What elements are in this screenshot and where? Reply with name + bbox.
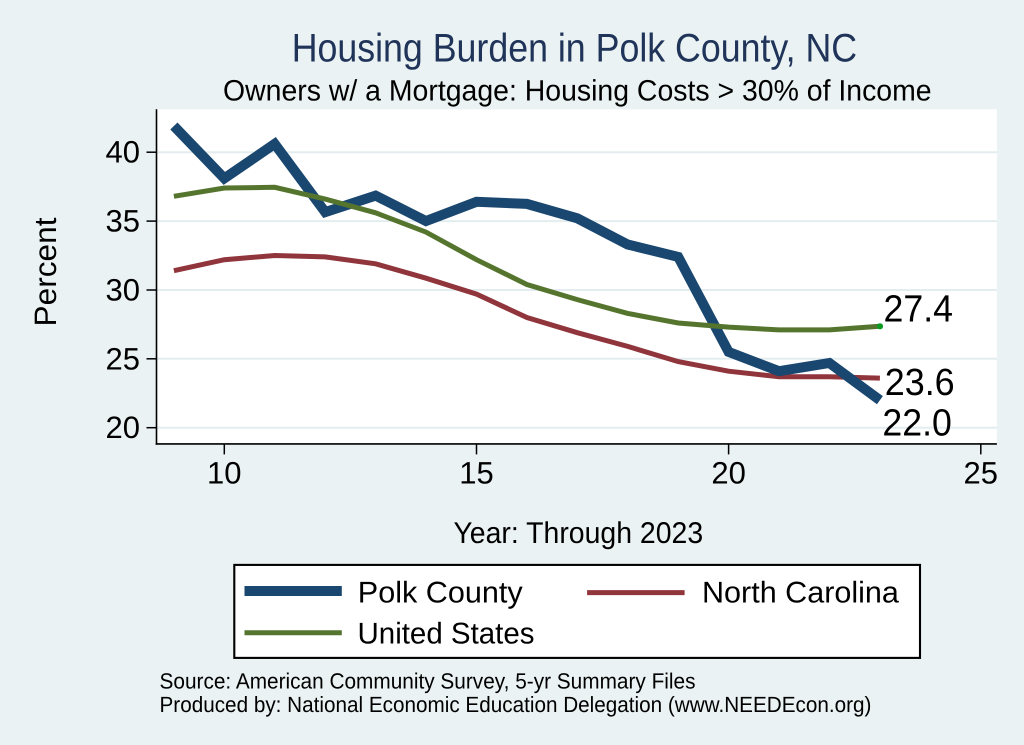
- svg-text:22.0: 22.0: [882, 402, 952, 444]
- svg-text:Source: American Community Sur: Source: American Community Survey, 5-yr …: [160, 668, 696, 693]
- svg-text:North Carolina: North Carolina: [702, 577, 899, 610]
- svg-text:40: 40: [106, 135, 140, 170]
- svg-text:25: 25: [106, 341, 140, 376]
- svg-text:Polk County: Polk County: [358, 577, 523, 610]
- svg-text:Owners w/ a Mortgage: Housing: Owners w/ a Mortgage: Housing Costs > 30…: [223, 75, 932, 108]
- svg-text:Housing Burden in Polk County,: Housing Burden in Polk County, NC: [292, 26, 857, 70]
- svg-text:23.6: 23.6: [885, 362, 955, 404]
- svg-text:35: 35: [106, 204, 140, 239]
- svg-text:United States: United States: [358, 617, 535, 650]
- svg-text:10: 10: [207, 456, 241, 491]
- svg-text:Percent: Percent: [28, 217, 63, 326]
- svg-text:27.4: 27.4: [884, 289, 954, 331]
- svg-text:30: 30: [106, 273, 140, 308]
- svg-text:Produced by: National Economic: Produced by: National Economic Education…: [160, 692, 872, 717]
- svg-text:25: 25: [964, 456, 998, 491]
- svg-text:Year: Through 2023: Year: Through 2023: [453, 517, 703, 550]
- svg-text:20: 20: [711, 456, 745, 491]
- svg-text:20: 20: [106, 410, 140, 445]
- svg-text:15: 15: [459, 456, 493, 491]
